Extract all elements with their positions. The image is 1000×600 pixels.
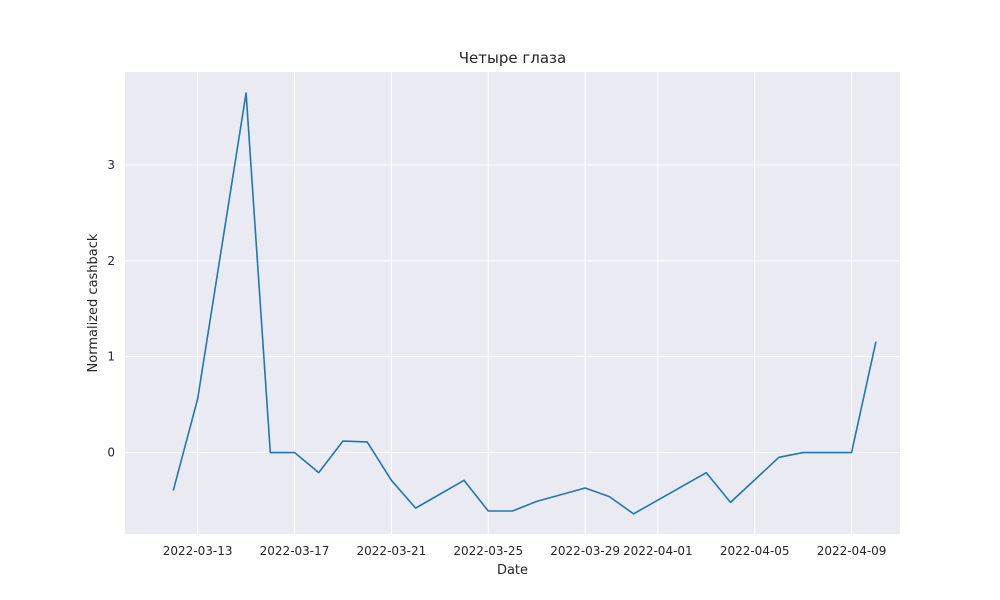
grid-lines — [125, 72, 900, 534]
y-tick-label: 1 — [107, 350, 115, 364]
x-tick-label: 2022-04-05 — [720, 544, 790, 558]
tick-labels: 2022-03-13 2022-03-17 2022-03-21 2022-03-25… — [107, 158, 886, 558]
x-axis-label: Date — [497, 563, 528, 578]
y-tick-label: 0 — [107, 446, 115, 460]
plot-area — [125, 72, 900, 534]
series-layer — [172, 92, 877, 515]
x-tick-label: 2022-04-01 — [623, 544, 693, 558]
x-tick-label: 2022-03-21 — [357, 544, 427, 558]
x-tick-label: 2022-03-25 — [453, 544, 523, 558]
x-tick-label: 2022-04-09 — [817, 544, 887, 558]
x-tick-label: 2022-03-29 — [550, 544, 620, 558]
y-axis-label: Normalized cashback — [86, 233, 101, 372]
y-tick-label: 3 — [107, 158, 115, 172]
chart-title: Четыре глаза — [459, 49, 566, 67]
x-tick-label: 2022-03-17 — [260, 544, 330, 558]
x-tick-label: 2022-03-13 — [163, 544, 233, 558]
series-line — [172, 92, 877, 515]
y-tick-label: 2 — [107, 254, 115, 268]
